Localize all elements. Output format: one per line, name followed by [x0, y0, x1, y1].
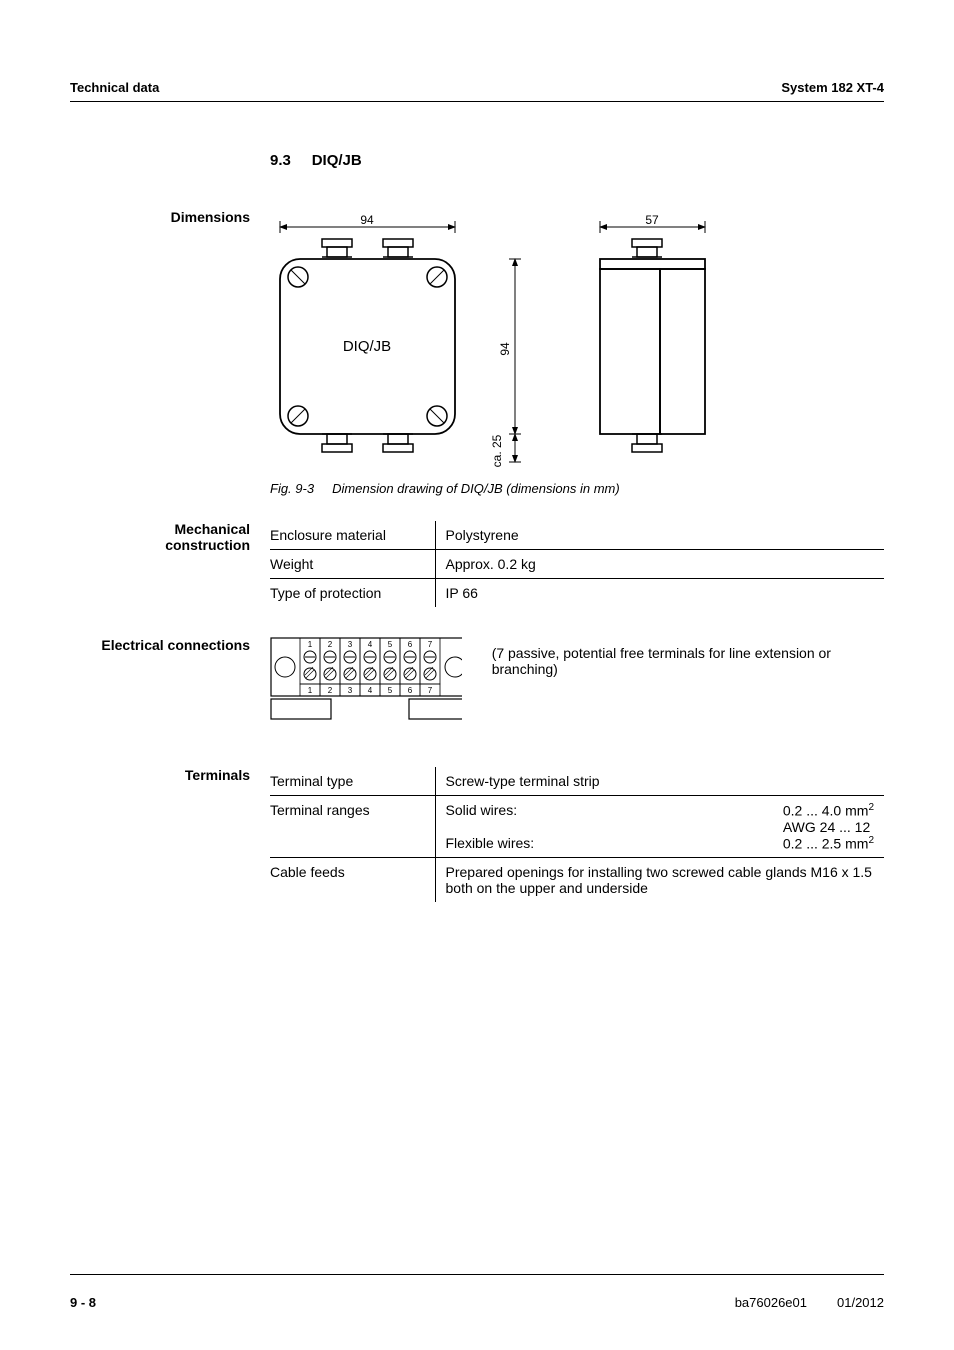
mechanical-block: Mechanical construction Enclosure materi… — [70, 521, 884, 607]
footer-date: 01/2012 — [837, 1295, 884, 1310]
caption-text: Dimension drawing of DIQ/JB (dimensions … — [332, 481, 620, 496]
section-title: DIQ/JB — [312, 152, 362, 169]
svg-text:4: 4 — [368, 640, 373, 649]
terminals-block: Terminals Terminal type Screw-type termi… — [70, 767, 884, 902]
dim-width-57: 57 — [645, 213, 659, 227]
mech-prop-2: Type of protection — [270, 579, 435, 608]
term-prop-2: Cable feeds — [270, 858, 435, 903]
mech-prop-1: Weight — [270, 550, 435, 579]
svg-text:6: 6 — [408, 686, 413, 695]
svg-text:6: 6 — [408, 640, 413, 649]
mech-prop-0: Enclosure material — [270, 521, 435, 550]
mechanical-label-2: construction — [165, 537, 250, 553]
svg-text:3: 3 — [348, 686, 353, 695]
svg-text:7: 7 — [428, 640, 433, 649]
table-row: Terminal ranges Solid wires:0.2 ... 4.0 … — [270, 796, 884, 858]
svg-text:1: 1 — [308, 686, 313, 695]
dim-width-94: 94 — [360, 213, 374, 227]
svg-text:1: 1 — [308, 640, 313, 649]
mech-val-1: Approx. 0.2 kg — [435, 550, 884, 579]
dimension-drawing: 94 — [270, 209, 790, 469]
svg-text:2: 2 — [328, 686, 333, 695]
footer-doc: ba76026e01 — [735, 1295, 807, 1310]
dimensions-label: Dimensions — [70, 209, 270, 496]
caption-prefix: Fig. 9-3 — [270, 481, 314, 496]
figure-caption: Fig. 9-3 Dimension drawing of DIQ/JB (di… — [270, 481, 884, 496]
front-box-label: DIQ/JB — [343, 338, 391, 355]
table-row: Type of protection IP 66 — [270, 579, 884, 608]
svg-text:5: 5 — [388, 640, 393, 649]
electrical-block: Electrical connections 1 1 2 2 3 3 4 4 5 5 6 6 7 7 (7… — [70, 637, 884, 722]
svg-text:5: 5 — [388, 686, 393, 695]
electrical-note: (7 passive, potential free terminals for… — [492, 637, 884, 677]
footer-page: 9 - 8 — [70, 1295, 96, 1310]
electrical-label: Electrical connections — [70, 637, 270, 722]
page-header: Technical data System 182 XT-4 — [70, 80, 884, 102]
mechanical-table: Enclosure material Polystyrene Weight Ap… — [270, 521, 884, 607]
page-footer: 9 - 8 ba76026e01 01/2012 — [70, 1274, 884, 1310]
header-left: Technical data — [70, 80, 159, 95]
dimensions-block: Dimensions 94 — [70, 209, 884, 496]
term-prop-1: Terminal ranges — [270, 796, 435, 858]
mech-val-2: IP 66 — [435, 579, 884, 608]
mechanical-label: Mechanical construction — [70, 521, 270, 607]
section-heading: 9.3 DIQ/JB — [270, 152, 884, 169]
dim-depth-ca25: ca. 25 — [490, 434, 504, 467]
mech-val-0: Polystyrene — [435, 521, 884, 550]
table-row: Enclosure material Polystyrene — [270, 521, 884, 550]
terminals-table: Terminal type Screw-type terminal strip … — [270, 767, 884, 902]
terminal-strip-drawing: 1 1 2 2 3 3 4 4 5 5 6 6 7 7 — [270, 637, 462, 722]
table-row: Terminal type Screw-type terminal strip — [270, 767, 884, 796]
svg-text:3: 3 — [348, 640, 353, 649]
svg-text:7: 7 — [428, 686, 433, 695]
mechanical-label-1: Mechanical — [175, 521, 250, 537]
dim-height-94: 94 — [498, 342, 512, 356]
term-val-0: Screw-type terminal strip — [435, 767, 884, 796]
svg-text:2: 2 — [328, 640, 333, 649]
header-right: System 182 XT-4 — [781, 80, 884, 95]
section-number: 9.3 — [270, 152, 291, 169]
table-row: Cable feeds Prepared openings for instal… — [270, 858, 884, 903]
term-val-2: Prepared openings for installing two scr… — [435, 858, 884, 903]
terminals-label: Terminals — [70, 767, 270, 902]
term-val-1: Solid wires:0.2 ... 4.0 mm2AWG 24 ... 12… — [435, 796, 884, 858]
term-prop-0: Terminal type — [270, 767, 435, 796]
svg-text:4: 4 — [368, 686, 373, 695]
table-row: Weight Approx. 0.2 kg — [270, 550, 884, 579]
